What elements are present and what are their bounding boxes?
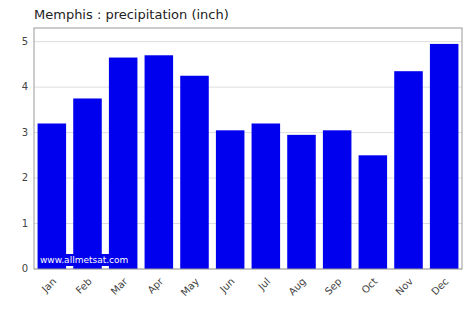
bar [109,58,138,269]
bar [180,76,209,269]
y-tick-label: 4 [22,81,28,92]
chart: 0 1 2 3 4 5 Jan Feb Mar Apr May Jun Jul Aug Sep Oct Nov D… [0,0,474,309]
plot-frame [34,28,462,269]
x-tick-label: Oct [359,276,379,296]
y-tick-label: 2 [22,172,28,183]
plot-background [34,28,462,269]
grid-line [34,41,462,42]
x-tick-label: Feb [74,276,94,296]
bar [287,135,316,269]
y-tick-label: 3 [22,127,28,138]
chart-container: 0 1 2 3 4 5 Jan Feb Mar Apr May Jun Jul Aug Sep Oct Nov D… [0,0,474,309]
x-tick-label: Jan [39,276,58,295]
watermark: www.allmetsat.com [38,254,130,266]
x-tick-label: Jul [255,276,272,293]
x-tick-label: Mar [109,275,131,297]
bar [216,130,245,269]
bars [38,44,459,269]
bar [323,130,352,269]
bar [359,155,388,269]
bar [252,123,281,269]
bar [73,98,102,269]
y-tick-label: 5 [22,36,28,47]
title: Memphis : precipitation (inch) [34,7,229,22]
y-tick-label: 0 [22,263,28,274]
bar [430,44,459,269]
x-tick-label: Aug [286,276,308,298]
bar [394,71,423,269]
x-tick-label: Jun [217,276,237,296]
bar [38,123,67,269]
x-tick-label: Nov [393,276,415,298]
x-tick-label: May [179,276,201,298]
bar [145,55,174,269]
x-tick-label: Apr [145,275,166,296]
x-tick-label: Dec [429,276,450,297]
x-tick-label: Sep [323,276,344,297]
y-tick-label: 1 [22,218,28,229]
annotation: www.allmetsat.com [40,255,128,265]
watermark-background [38,254,130,266]
